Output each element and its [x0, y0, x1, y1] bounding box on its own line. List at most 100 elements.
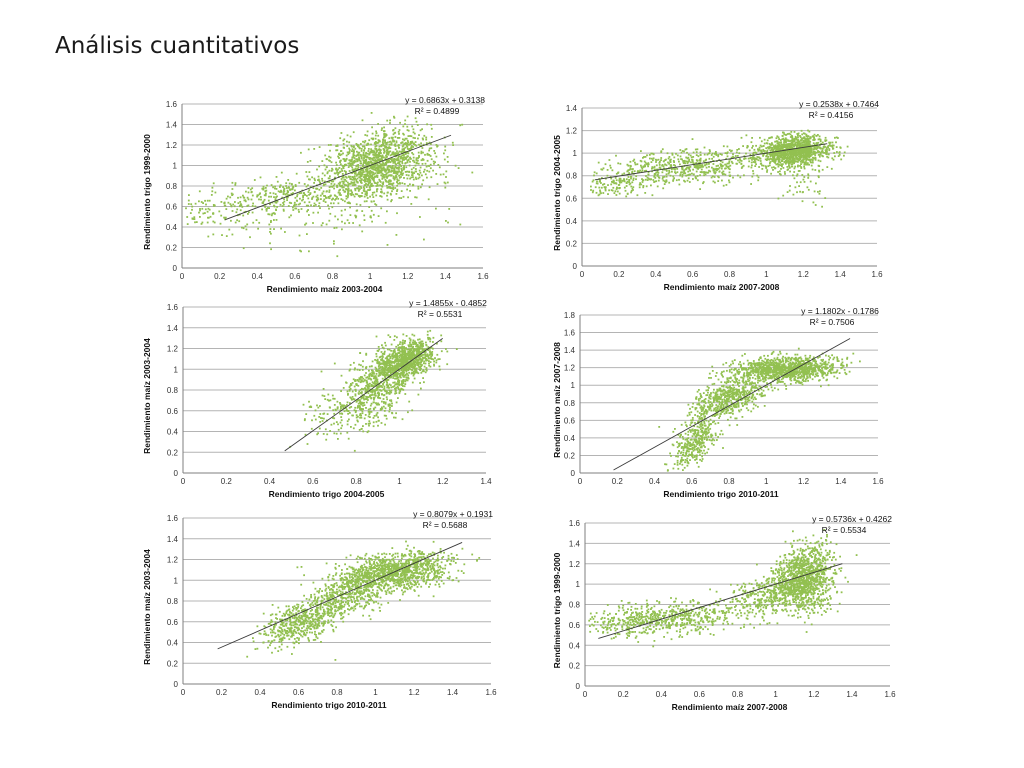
scatter-point [371, 173, 374, 176]
scatter-point [345, 407, 347, 409]
scatter-point [392, 373, 395, 376]
scatter-point [364, 179, 367, 181]
scatter-point [361, 169, 363, 172]
scatter-point [613, 192, 616, 194]
scatter-point [785, 141, 787, 144]
scatter-point [457, 167, 460, 169]
scatter-point [327, 196, 330, 199]
scatter-point [386, 166, 389, 168]
scatter-point [337, 428, 340, 431]
scatter-point [803, 156, 806, 159]
scatter-point [814, 169, 817, 171]
scatter-point [422, 138, 424, 141]
scatter-point [372, 382, 375, 385]
scatter-point [728, 158, 731, 161]
scatter-point [376, 142, 378, 144]
scatter-point [337, 197, 340, 200]
scatter-point [252, 202, 254, 205]
scatter-point [370, 394, 372, 397]
scatter-point [234, 184, 237, 186]
scatter-point [384, 162, 387, 165]
scatter-point [342, 175, 345, 177]
scatter-point [337, 173, 339, 176]
scatter-point [721, 165, 724, 168]
scatter-point [843, 154, 845, 157]
scatter-point [405, 174, 408, 176]
scatter-point [321, 417, 324, 420]
scatter-point [766, 158, 769, 160]
scatter-point [336, 185, 338, 188]
scatter-point [628, 179, 631, 182]
scatter-point [359, 154, 362, 156]
scatter-point [686, 179, 689, 182]
scatter-point [797, 133, 799, 136]
scatter-point [688, 160, 690, 163]
scatter-point [356, 154, 359, 156]
scatter-point [347, 437, 350, 440]
scatter-point [330, 182, 333, 185]
scatter-point [397, 158, 400, 161]
scatter-point [645, 169, 648, 172]
scatter-point [435, 144, 438, 146]
scatter-point [627, 176, 630, 178]
scatter-point [773, 155, 775, 157]
scatter-point [343, 410, 346, 413]
y-tick-label: 0.6 [566, 194, 578, 203]
scatter-point [353, 149, 355, 152]
scatter-point [595, 191, 598, 194]
scatter-point [817, 154, 820, 156]
scatter-point [412, 153, 415, 156]
scatter-point [754, 151, 757, 154]
scatter-point [357, 151, 360, 154]
scatter-point [419, 343, 422, 346]
scatter-point [398, 388, 400, 391]
scatter-point [281, 205, 284, 207]
scatter-point [375, 394, 377, 397]
scatter-point [379, 154, 381, 157]
scatter-point [639, 159, 642, 162]
scatter-point [426, 153, 429, 156]
scatter-point [814, 138, 816, 141]
scatter-point [386, 386, 389, 389]
scatter-point [777, 197, 780, 200]
scatter-point [789, 170, 791, 173]
scatter-point [297, 208, 300, 211]
scatter-point [640, 150, 642, 152]
scatter-point [375, 185, 378, 187]
scatter-point [822, 151, 825, 154]
scatter-point [811, 153, 813, 156]
scatter-point [402, 144, 405, 147]
scatter-point [412, 166, 415, 169]
scatter-point [251, 187, 254, 190]
scatter-point [395, 412, 397, 415]
scatter-point [775, 150, 777, 152]
scatter-point [812, 153, 815, 155]
scatter-point [310, 427, 313, 430]
scatter-point [345, 180, 348, 183]
scatter-point [771, 159, 774, 162]
scatter-point [373, 191, 376, 194]
scatter-point [404, 119, 407, 122]
x-tick-label: 1.6 [477, 272, 489, 281]
scatter-point [358, 224, 361, 227]
scatter-point [236, 219, 238, 222]
scatter-point [367, 156, 370, 159]
scatter-point [809, 137, 812, 140]
scatter-point [342, 166, 344, 168]
scatter-point [371, 126, 373, 129]
scatter-point [389, 336, 392, 338]
scatter-point [204, 212, 206, 214]
scatter-point [365, 381, 368, 384]
scatter-point [809, 159, 811, 162]
scatter-point [419, 369, 421, 371]
scatter-point [212, 212, 215, 214]
scatter-point [412, 156, 415, 159]
scatter-point [199, 209, 201, 212]
scatter-point [373, 200, 375, 203]
scatter-point [377, 369, 379, 372]
scatter-point [798, 143, 801, 145]
scatter-point [751, 137, 753, 139]
scatter-point [625, 178, 628, 181]
scatter-point [616, 187, 618, 189]
scatter-point [791, 146, 794, 149]
